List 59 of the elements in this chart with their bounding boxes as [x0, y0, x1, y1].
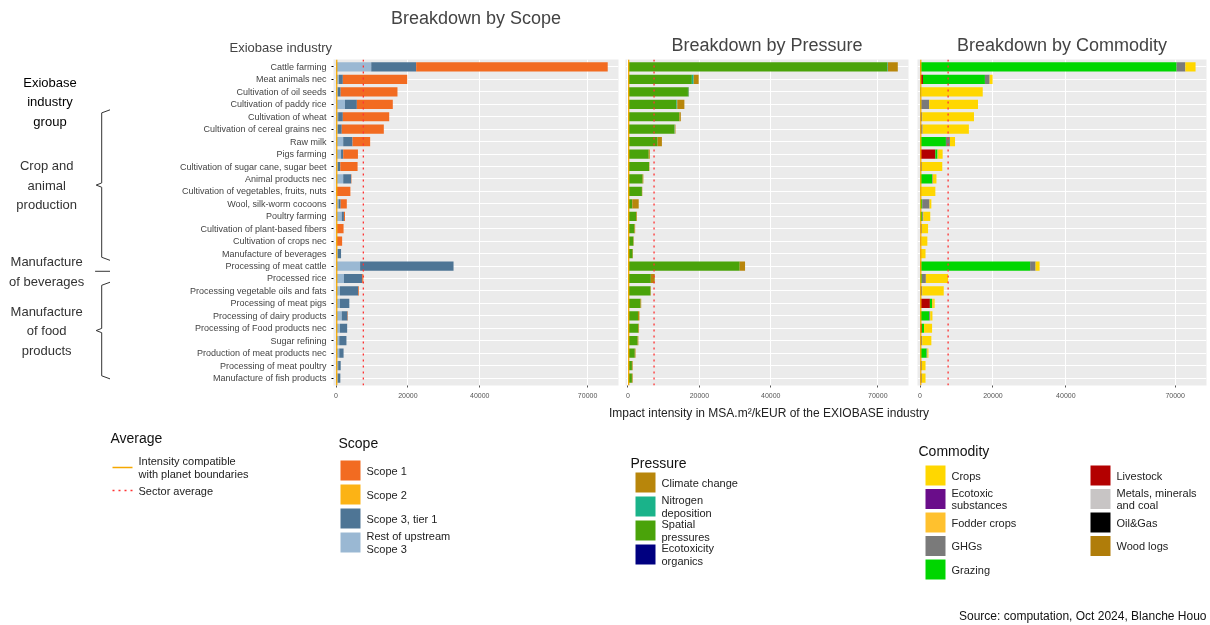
legend-label: Ecotoxic substances — [951, 486, 1008, 512]
y-tick-label: Raw milk — [290, 136, 327, 147]
y-tick-label: Manufacture of beverages — [221, 248, 327, 259]
legend-label: GHGs — [951, 540, 983, 552]
legend-label: Spatial pressures — [661, 518, 711, 543]
legend-label: Intensity compatible with planet boundaries — [137, 455, 250, 480]
legend-label: Sector average — [138, 484, 214, 497]
chart-title: Breakdown by Scope — [390, 7, 562, 28]
y-tick-label: Production of meat products nec — [196, 348, 327, 359]
y-tick-label: Cultivation of cereal grains nec — [203, 124, 327, 135]
y-tick-label: Sugar refining — [270, 335, 327, 346]
y-tick-label: Processed rice — [266, 273, 327, 284]
legend-label: Climate change — [661, 476, 738, 489]
y-tick-label: Cattle farming — [270, 61, 327, 72]
y-tick-label: Cultivation of crops nec — [232, 236, 327, 247]
y-tick-label: Cultivation of oil seeds — [236, 86, 327, 97]
text: Exiobase industry group — [23, 74, 77, 129]
legend-title: Commodity — [918, 442, 990, 459]
y-tick-label: Poultry farming — [265, 211, 327, 222]
legend-label: Metals, minerals and coal — [1116, 486, 1198, 512]
legend-title: Scope — [338, 434, 379, 451]
legend-label: Wood logs — [1116, 540, 1169, 552]
y-tick-label: Cultivation of sugar cane, sugar beet — [179, 161, 327, 172]
y-tick-label: Cultivation of plant-based fibers — [200, 223, 327, 234]
y-tick-label: Manufacture of fish products — [212, 373, 327, 384]
y-tick-label: Processing of meat pigs — [230, 298, 327, 309]
y-tick-label: Cultivation of wheat — [247, 111, 327, 122]
y-tick-label: Processing of Food products nec — [194, 323, 327, 334]
legend-label: Scope 1 — [366, 464, 407, 477]
y-tick-label: Pigs farming — [276, 149, 327, 160]
y-tick-label: Processing vegetable oils and fats — [189, 285, 327, 296]
chart-title: Breakdown by Pressure — [671, 34, 863, 55]
legend-label: Grazing — [951, 563, 991, 576]
y-tick-label: Processing of meat poultry — [219, 360, 327, 371]
text: Average — [110, 429, 163, 446]
y-tick-label: Processing of dairy products — [212, 310, 327, 321]
legend-label: Fodder crops — [951, 516, 1017, 529]
legend-label: Crops — [951, 469, 982, 482]
y-tick-label: Animal products nec — [244, 173, 327, 184]
source-note: Source: computation, Oct 2024, Blanche Houo — [959, 608, 1207, 623]
text: Manufacture of food products — [10, 303, 83, 358]
text: Crop and animal production — [16, 158, 78, 213]
legend-label: Nitrogen deposition — [661, 494, 712, 519]
legend-label: Rest of upstream Scope 3 — [366, 530, 451, 555]
legend-label: Livestock — [1116, 469, 1163, 482]
legend-title: Pressure — [630, 454, 687, 471]
y-tick-label: Cultivation of vegetables, fruits, nuts — [181, 186, 327, 197]
y-tick-label: Wool, silk-worm cocoons — [227, 198, 327, 209]
y-tick-label: Cultivation of paddy rice — [230, 99, 327, 110]
y-tick-label: Processing of meat cattle — [225, 261, 327, 272]
text: Manufacture of beverages — [9, 254, 85, 289]
x-axis-title: Impact intensity in MSA.m²/kEUR of the EXIOBASE industry — [608, 405, 930, 420]
y-axis-title: Exiobase industry — [229, 39, 333, 55]
chart-title: Breakdown by Commodity — [956, 34, 1168, 55]
legend-label: Ecotoxicity organics — [661, 542, 715, 567]
legend-label: Oil&Gas — [1116, 516, 1158, 529]
legend-label: Scope 3, tier 1 — [366, 512, 438, 525]
legend-label: Scope 2 — [366, 488, 407, 501]
y-tick-label: Meat animals nec — [255, 74, 327, 85]
